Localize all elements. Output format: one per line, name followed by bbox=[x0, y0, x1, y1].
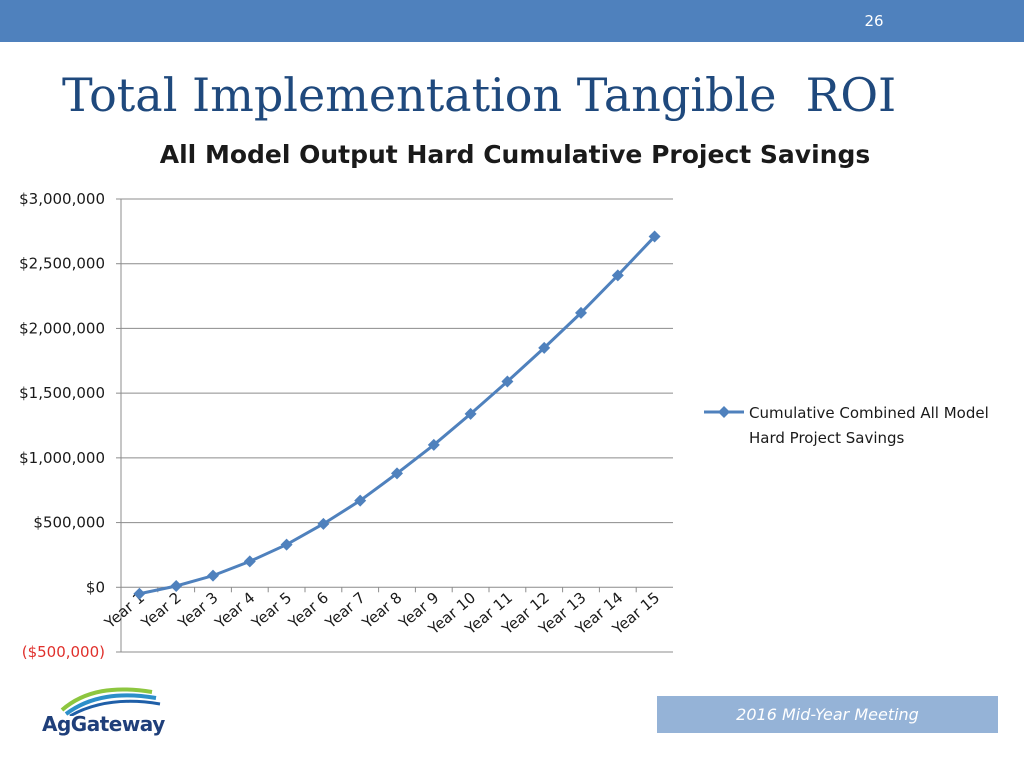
y-tick-label: $1,000,000 bbox=[19, 449, 105, 467]
data-point bbox=[133, 587, 146, 600]
chart-gridlines bbox=[116, 198, 673, 653]
data-point bbox=[575, 306, 587, 319]
data-point bbox=[501, 375, 514, 388]
data-point bbox=[243, 555, 256, 568]
top-bar bbox=[0, 0, 1024, 42]
slide-title: Total Implementation Tangible ROI bbox=[62, 68, 897, 122]
data-point bbox=[538, 341, 551, 354]
legend-marker bbox=[718, 406, 730, 418]
data-point bbox=[280, 538, 293, 551]
data-point bbox=[611, 269, 624, 282]
y-tick-label: $2,000,000 bbox=[19, 319, 105, 337]
y-axis-ticks: ($500,000) $0 $500,000 $1,000,000 $1,500,000… bbox=[19, 190, 105, 661]
data-point bbox=[170, 579, 183, 592]
x-category-label: Year 4 bbox=[211, 589, 259, 633]
series-line bbox=[139, 235, 656, 596]
data-point bbox=[464, 407, 477, 420]
y-tick-label: $1,500,000 bbox=[19, 384, 105, 402]
logo-text: AgGateway bbox=[42, 712, 165, 736]
data-point bbox=[207, 569, 219, 582]
y-tick-label: $2,500,000 bbox=[19, 255, 105, 273]
x-category-label: Year 7 bbox=[321, 589, 369, 633]
logo-waves-icon bbox=[60, 687, 161, 718]
chart-series bbox=[133, 230, 661, 600]
legend-label: Cumulative Combined All Model Hard Projec… bbox=[749, 404, 989, 447]
chart-title: All Model Output Hard Cumulative Project… bbox=[160, 140, 871, 169]
data-point bbox=[391, 467, 403, 480]
x-category-label: Year 5 bbox=[248, 589, 296, 633]
data-point bbox=[317, 517, 330, 530]
x-category-label: Year 2 bbox=[137, 589, 185, 633]
aggateway-logo: AgGateway bbox=[40, 684, 170, 744]
data-point bbox=[648, 230, 661, 243]
y-tick-label: $3,000,000 bbox=[19, 190, 105, 208]
x-category-label: Year 3 bbox=[174, 589, 222, 633]
y-tick-label: $0 bbox=[86, 578, 105, 596]
data-point bbox=[427, 438, 440, 451]
y-tick-label: ($500,000) bbox=[22, 643, 105, 661]
y-tick-label: $500,000 bbox=[33, 514, 105, 532]
footer-meeting-label: 2016 Mid-Year Meeting bbox=[657, 696, 998, 733]
savings-line-chart: All Model Output Hard Cumulative Project… bbox=[19, 140, 989, 661]
x-category-label: Year 6 bbox=[284, 589, 332, 633]
x-category-label: Year 8 bbox=[358, 589, 406, 633]
chart-legend: Cumulative Combined All Model Hard Projec… bbox=[704, 404, 989, 447]
data-point bbox=[354, 494, 367, 507]
slide-number: 26 bbox=[864, 12, 884, 30]
